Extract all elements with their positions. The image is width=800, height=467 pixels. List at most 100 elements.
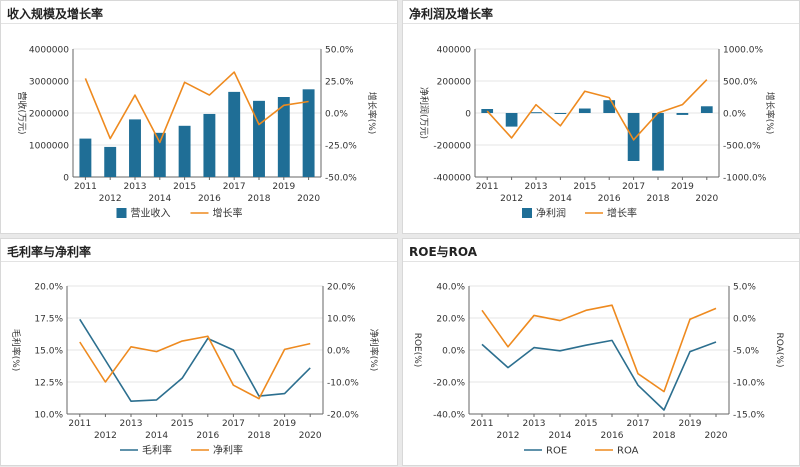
panel-title: 收入规模及增长率 (7, 5, 103, 22)
bar-营业收入-2015 (179, 126, 191, 177)
legend-swatch (117, 208, 127, 218)
x-tick-label: 2020 (297, 194, 320, 204)
x-tick-label: 2020 (299, 431, 322, 441)
y-tick-label-left: 20.0% (436, 315, 465, 325)
bar-净利润-2020 (701, 106, 713, 113)
x-tick-label: 2014 (549, 194, 572, 204)
x-tick-label: 2016 (196, 431, 219, 441)
x-tick-label: 2018 (248, 194, 271, 204)
bar-净利润-2014 (555, 113, 567, 114)
y-tick-label-right: -5.0% (733, 347, 760, 357)
x-tick-label: 2011 (74, 182, 97, 192)
x-tick-label: 2019 (671, 182, 694, 192)
y-tick-label-left: 3000000 (29, 78, 69, 88)
legend-label: 净利率 (213, 444, 243, 457)
x-tick-label: 2017 (622, 182, 645, 192)
y-tick-label-left: 0 (63, 174, 69, 184)
legend-label: ROE (546, 446, 567, 457)
y-tick-label-right: 10.0% (327, 315, 356, 325)
y-tick-label-right: -1000.0% (723, 174, 767, 184)
x-tick-label: 2019 (272, 182, 295, 192)
y-axis-title-right: 增长率(%) (366, 92, 378, 135)
y-tick-label-left: -20.0% (433, 379, 465, 389)
y-tick-label-left: 10.0% (34, 411, 63, 421)
y-tick-label-right: -10.0% (327, 379, 359, 389)
x-tick-label: 2016 (598, 194, 621, 204)
x-tick-label: 2011 (68, 419, 91, 429)
legend-swatch (522, 208, 532, 218)
bar-营业收入-2012 (104, 147, 116, 177)
x-tick-label: 2011 (476, 182, 499, 192)
bar-净利润-2013 (530, 112, 542, 113)
bar-营业收入-2013 (129, 119, 141, 177)
y-tick-label-right: 0.0% (325, 110, 348, 120)
margin-chart: 10.0%-20.0%12.5%-10.0%15.0%0.0%17.5%10.0… (1, 262, 399, 467)
x-tick-label: 2017 (222, 419, 245, 429)
bar-营业收入-2011 (79, 139, 91, 177)
y-axis-title-left: 毛利率(%) (10, 329, 22, 372)
x-tick-label: 2015 (575, 419, 598, 429)
x-tick-label: 2012 (99, 194, 122, 204)
x-tick-label: 2017 (223, 182, 246, 192)
y-tick-label-left: -200000 (433, 142, 471, 152)
x-tick-label: 2012 (94, 431, 117, 441)
y-tick-label-right: 0.0% (733, 315, 756, 325)
x-tick-label: 2013 (523, 419, 546, 429)
bar-净利润-2012 (506, 113, 518, 127)
bar-营业收入-2016 (203, 114, 215, 177)
y-tick-label-left: 4000000 (29, 46, 69, 56)
y-tick-label-right: 5.0% (733, 283, 756, 293)
x-tick-label: 2012 (497, 431, 520, 441)
line-series-增长率 (487, 80, 707, 140)
line-series-增长率 (85, 72, 308, 142)
bar-营业收入-2018 (253, 101, 265, 177)
y-tick-label-right: 500.0% (723, 78, 758, 88)
x-tick-label: 2020 (695, 194, 718, 204)
y-axis-title-left: ROE(%) (412, 333, 422, 368)
x-tick-label: 2018 (248, 431, 271, 441)
y-tick-label-left: 17.5% (34, 315, 63, 325)
roe-roa-panel: ROE与ROA -40.0%-15.0%-20.0%-10.0%0.0%-5.0… (402, 238, 800, 466)
x-tick-label: 2013 (525, 182, 548, 192)
y-tick-label-left: 40.0% (436, 283, 465, 293)
bar-净利润-2017 (628, 113, 640, 161)
y-tick-label-right: -500.0% (723, 142, 761, 152)
x-tick-label: 2016 (601, 431, 624, 441)
y-tick-label-right: -15.0% (733, 411, 765, 421)
y-tick-label-left: 1000000 (29, 142, 69, 152)
y-axis-title-right: ROA(%) (774, 333, 784, 368)
y-tick-label-left: 0 (465, 110, 471, 120)
legend-label: ROA (617, 446, 639, 457)
legend-label: 增长率 (213, 207, 243, 220)
x-tick-label: 2019 (679, 419, 702, 429)
y-tick-label-right: 25.0% (325, 78, 354, 88)
y-tick-label-left: 20.0% (34, 283, 63, 293)
y-axis-title-right: 净利率(%) (368, 329, 380, 372)
line-series-净利率 (80, 336, 310, 398)
x-tick-label: 2015 (171, 419, 194, 429)
y-tick-label-right: -50.0% (325, 174, 357, 184)
y-tick-label-left: 200000 (437, 78, 472, 88)
y-tick-label-right: 50.0% (325, 46, 354, 56)
y-axis-title-left: 净利润(万元) (418, 87, 430, 139)
roe-roa-chart: -40.0%-15.0%-20.0%-10.0%0.0%-5.0%20.0%0.… (403, 262, 800, 467)
x-tick-label: 2015 (573, 182, 596, 192)
y-axis-title-right: 增长率(%) (764, 92, 776, 135)
x-tick-label: 2016 (198, 194, 221, 204)
y-tick-label-left: 2000000 (29, 110, 69, 120)
x-tick-label: 2012 (500, 194, 523, 204)
y-tick-label-left: -400000 (433, 174, 471, 184)
y-tick-label-left: 0.0% (442, 347, 465, 357)
x-tick-label: 2015 (173, 182, 196, 192)
x-tick-label: 2018 (647, 194, 670, 204)
legend-label: 营业收入 (131, 207, 171, 220)
y-tick-label-left: -40.0% (433, 411, 465, 421)
y-tick-label-left: 12.5% (34, 379, 63, 389)
y-axis-title-left: 营收(万元) (16, 91, 28, 134)
y-tick-label-right: 20.0% (327, 283, 356, 293)
panel-title: ROE与ROA (409, 243, 477, 260)
y-tick-label-right: 1000.0% (723, 46, 763, 56)
y-tick-label-left: 15.0% (34, 347, 63, 357)
